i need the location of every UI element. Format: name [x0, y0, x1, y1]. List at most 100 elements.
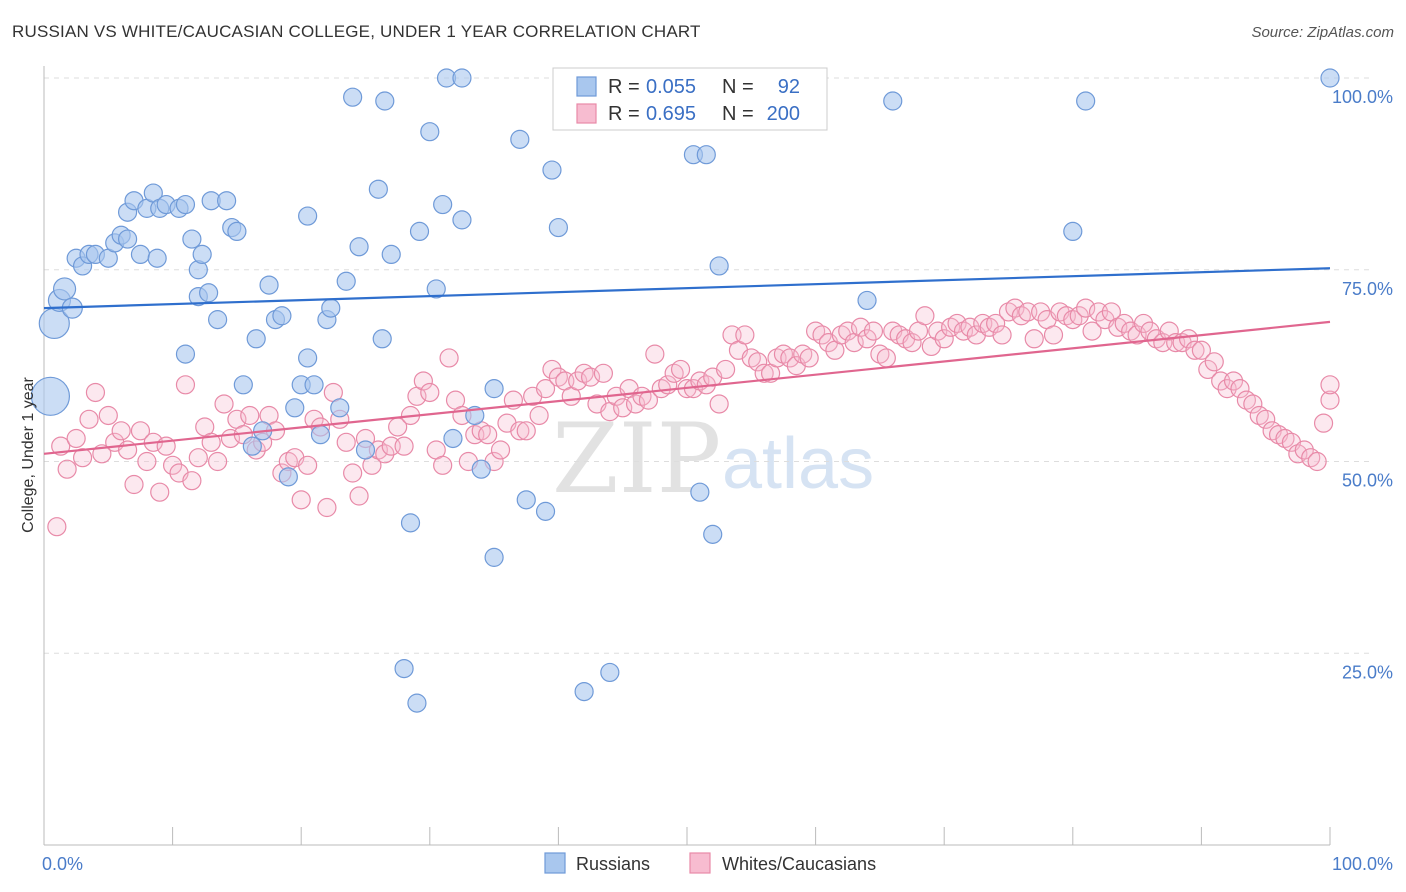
- whites-point-3: [66, 428, 86, 449]
- points-layer: [30, 68, 1340, 713]
- whites-point-30: [240, 405, 260, 426]
- whites-point-69: [490, 440, 511, 460]
- whites-point-159: [1069, 306, 1089, 326]
- whites-point-13: [130, 421, 151, 441]
- russians-point-42: [285, 398, 305, 418]
- legend-r-label-whites: R =: [608, 103, 640, 125]
- russians-point-41: [278, 467, 298, 487]
- whites-point-72: [510, 421, 530, 441]
- whites-point-155: [1043, 325, 1064, 345]
- whites-point-140: [947, 313, 967, 334]
- legend-r-value-whites: 0.695: [646, 103, 696, 125]
- whites-point-81: [568, 371, 588, 391]
- whites-point-178: [1191, 340, 1212, 360]
- whites-point-90: [625, 394, 646, 414]
- whites-point-51: [375, 444, 395, 464]
- russians-point-63: [420, 122, 440, 142]
- bottom-legend-swatch-russians: [544, 852, 566, 874]
- whites-point-168: [1127, 325, 1147, 345]
- gridlines: [44, 77, 1370, 654]
- whites-point-5: [79, 409, 99, 429]
- russians-point-87: [857, 290, 877, 311]
- legend-n-value-russians: 92: [778, 76, 800, 98]
- russians-point-65: [433, 194, 453, 215]
- bottom-legend-swatch-whites: [689, 852, 711, 874]
- whites-point-107: [735, 325, 755, 345]
- whites-point-45: [336, 432, 356, 452]
- russians-point-27: [192, 244, 212, 265]
- russians-point-68: [452, 210, 472, 230]
- whites-point-126: [857, 329, 877, 349]
- russians-point-49: [321, 298, 341, 318]
- legend-swatch-whites: [576, 103, 597, 124]
- whites-point-93: [645, 344, 665, 364]
- whites-point-88: [613, 398, 633, 418]
- russians-point-28: [199, 283, 219, 303]
- bottom-legend: Russians Whites/Caucasians: [544, 852, 876, 874]
- russians-point-12: [117, 229, 138, 249]
- russians-point-91: [1320, 68, 1340, 88]
- russians-point-24: [182, 229, 202, 249]
- russians-point-46: [304, 375, 324, 395]
- axes: [43, 66, 1331, 846]
- whites-point-67: [478, 425, 498, 445]
- whites-point-198: [1320, 390, 1340, 410]
- trend-layer: [43, 267, 1331, 455]
- whites-point-133: [902, 333, 922, 353]
- whites-point-173: [1159, 321, 1179, 341]
- russians-point-58: [381, 244, 401, 265]
- whites-point-161: [1082, 321, 1102, 341]
- whites-point-194: [1294, 440, 1314, 460]
- legend-r-label-russians: R =: [608, 76, 640, 98]
- whites-point-186: [1243, 394, 1263, 414]
- whites-point-21: [182, 471, 202, 491]
- whites-point-77: [542, 359, 562, 380]
- whites-point-135: [915, 306, 935, 326]
- whites-point-76: [535, 379, 556, 399]
- whites-point-83: [580, 367, 601, 387]
- russians-point-76: [535, 501, 556, 521]
- whites-point-20: [175, 375, 196, 395]
- whites-point-188: [1256, 409, 1276, 429]
- whites-point-199: [1320, 375, 1340, 395]
- whites-point-14: [137, 451, 157, 472]
- russians-point-75: [516, 490, 536, 510]
- x-tick-label-0: 0.0%: [42, 854, 83, 874]
- watermark-atlas: atlas: [722, 424, 874, 504]
- whites-point-109: [748, 352, 768, 372]
- legend: R = 0.055 N = 92 R = 0.695 N = 200: [552, 67, 828, 131]
- whites-point-177: [1185, 340, 1205, 360]
- russians-point-35: [242, 436, 262, 456]
- x-tick-label-1: 100.0%: [1332, 854, 1393, 874]
- y-tick-label-1: 75.0%: [1342, 279, 1393, 299]
- russians-point-44: [298, 348, 318, 368]
- y-axis-label: College, Under 1 year: [20, 377, 37, 533]
- whites-point-0: [47, 517, 67, 537]
- whites-point-179: [1198, 359, 1218, 380]
- russians-point-64: [426, 279, 446, 299]
- russians-point-50: [330, 398, 350, 418]
- whites-point-54: [394, 436, 414, 456]
- whites-point-180: [1204, 352, 1224, 372]
- russians-point-3: [52, 277, 77, 301]
- russians-point-83: [696, 145, 716, 165]
- whites-point-123: [838, 321, 858, 341]
- russians-point-23: [175, 344, 196, 364]
- legend-n-label-russians: N =: [722, 76, 754, 98]
- russians-point-84: [703, 524, 723, 544]
- russians-point-73: [484, 379, 504, 399]
- y-tick-label-3: 25.0%: [1342, 662, 1393, 682]
- russians-point-85: [709, 256, 729, 276]
- russians-point-38: [259, 275, 279, 295]
- russians-point-53: [349, 237, 369, 257]
- russians-point-90: [1076, 91, 1096, 111]
- whites-point-60: [433, 455, 453, 475]
- whites-point-18: [163, 455, 183, 475]
- whites-point-147: [992, 325, 1012, 345]
- russians-point-22: [175, 194, 196, 215]
- russians-point-52: [343, 87, 363, 107]
- russians-point-82: [690, 482, 710, 502]
- whites-point-117: [799, 348, 819, 368]
- whites-point-142: [960, 317, 980, 337]
- russians-point-45: [298, 206, 318, 226]
